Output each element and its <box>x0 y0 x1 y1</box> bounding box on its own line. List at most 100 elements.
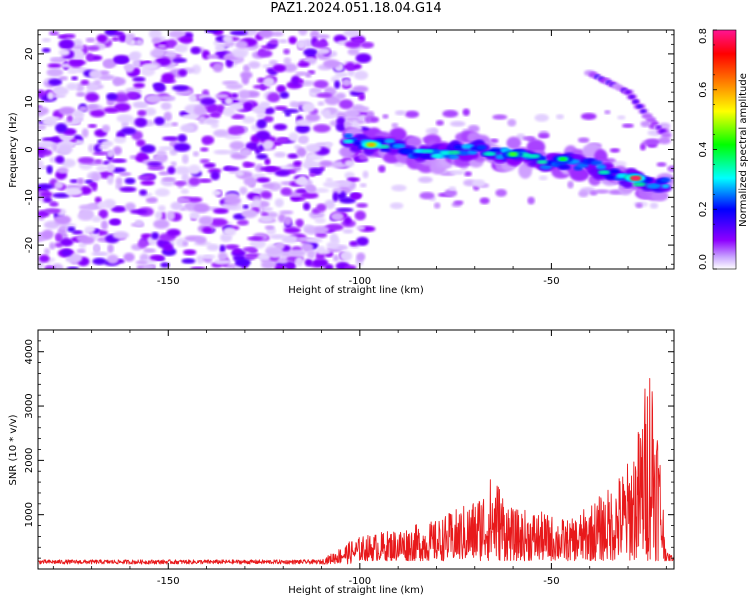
heatmap-noise-blob <box>304 157 314 168</box>
heatmap-noise-blob <box>279 91 290 99</box>
heatmap-noise-blob <box>154 188 170 197</box>
heatmap-noise-blob <box>344 159 355 168</box>
ridge-core <box>453 144 464 150</box>
heatmap-noise-blob <box>51 142 58 152</box>
heatmap-noise-blob <box>193 203 210 213</box>
heatmap-noise-blob <box>356 236 369 246</box>
heatmap-noise-blob <box>120 127 137 135</box>
heatmap-noise-blob <box>338 180 353 187</box>
heatmap-noise-blob <box>270 31 284 37</box>
heatmap-noise-blob <box>323 109 331 119</box>
heatmap-noise-blob <box>301 102 315 113</box>
heatmap-noise-blob <box>146 161 163 167</box>
heatmap-noise-blob <box>306 249 316 259</box>
ridge-bright <box>430 153 443 158</box>
heatmap-noise-blob <box>61 248 73 257</box>
heatmap-noise-blob <box>150 48 166 58</box>
ridge-core <box>596 164 607 170</box>
heatmap-noise-blob <box>72 109 85 119</box>
heatmap-noise-blob <box>225 58 234 68</box>
heatmap-noise-blob <box>649 202 659 209</box>
snr-series-line <box>38 378 674 565</box>
heatmap-noise-blob <box>264 158 271 166</box>
ridge-core <box>476 144 488 150</box>
heatmap-noise-blob <box>263 76 275 87</box>
branch-core <box>625 90 632 95</box>
heatmap-noise-blob <box>203 118 220 125</box>
heatmap-noise-blob <box>107 243 114 254</box>
heatmap-noise-blob <box>138 175 150 180</box>
heatmap-noise-blob <box>621 123 634 128</box>
heatmap-noise-blob <box>538 175 548 181</box>
heatmap-noise-blob <box>589 190 598 196</box>
heatmap-noise-blob <box>157 44 167 49</box>
heatmap-noise-blob <box>275 137 289 144</box>
heatmap-noise-blob <box>353 70 369 81</box>
branch-core <box>640 109 647 114</box>
ridge-core <box>401 149 415 155</box>
ridge-core <box>353 140 362 146</box>
ridge-core <box>539 164 553 170</box>
heatmap-noise-blob <box>222 34 233 44</box>
heatmap-noise-blob <box>314 225 330 234</box>
heatmap-noise-blob <box>213 259 232 265</box>
heatmap-noise-blob <box>238 89 250 100</box>
heatmap-noise-blob <box>617 115 626 120</box>
heatmap-noise-blob <box>404 110 420 118</box>
heatmap-noise-blob <box>87 123 98 128</box>
heatmap-noise-blob <box>77 156 95 164</box>
heatmap-noise-blob <box>132 101 145 109</box>
heatmap-noise-blob <box>356 252 366 262</box>
heatmap-noise-blob <box>48 31 60 36</box>
heatmap-noise-blob <box>72 45 85 51</box>
heatmap-noise-blob <box>214 44 226 52</box>
heatmap-noise-blob <box>248 61 261 69</box>
heatmap-noise-blob <box>247 236 264 241</box>
heatmap-noise-blob <box>46 165 53 175</box>
heatmap-noise-blob <box>277 257 289 264</box>
ridge-core <box>456 150 470 156</box>
heatmap-noise-blob <box>343 30 361 37</box>
heatmap-noise-blob <box>489 138 499 144</box>
heatmap-noise-blob <box>313 79 329 89</box>
heatmap-noise-blob <box>88 182 97 187</box>
heatmap-noise-blob <box>78 106 89 112</box>
heatmap-noise-blob <box>658 136 671 145</box>
heatmap-noise-blob <box>211 218 228 227</box>
heatmap-noise-blob <box>151 37 162 44</box>
heatmap-noise-blob <box>168 30 186 38</box>
heatmap-noise-blob <box>65 187 83 196</box>
spectrogram-heatmap <box>38 30 674 269</box>
heatmap-noise-blob <box>269 234 286 240</box>
heatmap-noise-blob <box>256 153 268 160</box>
heatmap-noise-blob <box>130 209 148 215</box>
heatmap-noise-blob <box>296 147 307 158</box>
heatmap-noise-blob <box>97 201 107 209</box>
heatmap-noise-blob <box>71 49 84 59</box>
heatmap-noise-blob <box>103 160 111 165</box>
heatmap-noise-blob <box>47 91 55 100</box>
heatmap-noise-blob <box>93 243 100 254</box>
heatmap-noise-blob <box>344 109 360 118</box>
heatmap-noise-blob <box>136 265 144 269</box>
heatmap-noise-blob <box>283 48 291 55</box>
heatmap-noise-blob <box>256 118 267 129</box>
heatmap-noise-blob <box>273 123 288 131</box>
heatmap-noise-blob <box>267 92 281 103</box>
ridge-core <box>660 177 671 183</box>
heatmap-noise-blob <box>41 47 51 53</box>
heatmap-noise-blob <box>287 153 299 159</box>
heatmap-noise-blob <box>223 196 242 206</box>
heatmap-noise-blob <box>98 145 110 150</box>
heatmap-noise-blob <box>43 196 52 203</box>
heatmap-noise-blob <box>255 130 271 141</box>
heatmap-noise-blob <box>609 148 621 153</box>
heatmap-noise-blob <box>197 178 212 184</box>
heatmap-noise-blob <box>167 166 176 175</box>
ridge-core <box>384 138 396 144</box>
heatmap-noise-blob <box>137 109 147 117</box>
heatmap-noise-blob <box>578 190 589 198</box>
heatmap-noise-blob <box>298 30 308 36</box>
